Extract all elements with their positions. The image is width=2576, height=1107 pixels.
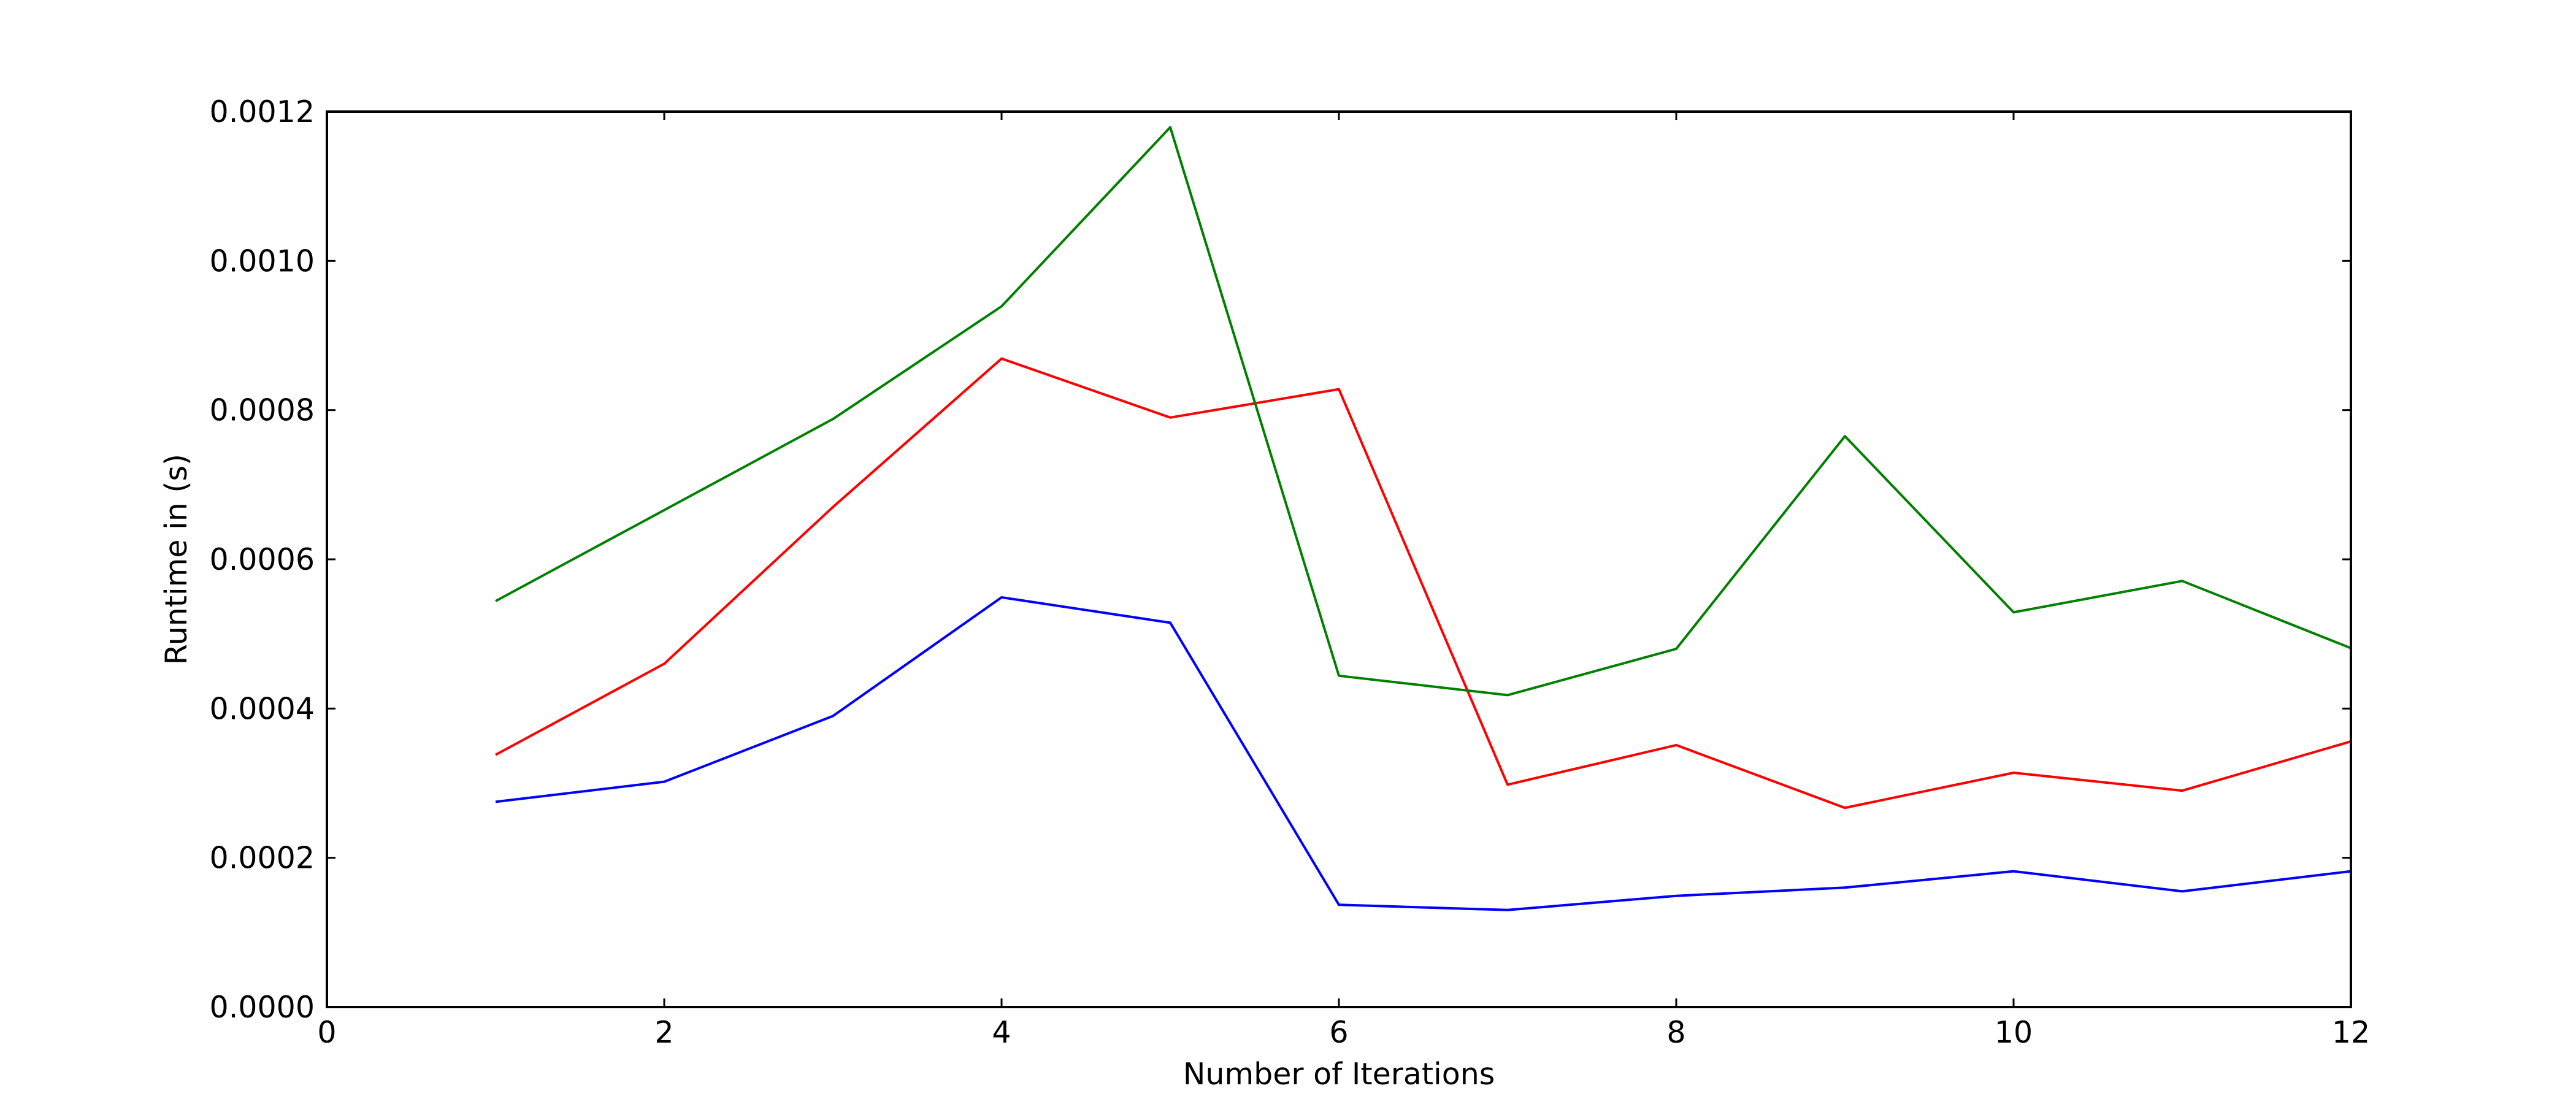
y-tick-label: 0.0010 — [210, 243, 315, 278]
x-axis-label: Number of Iterations — [1183, 1057, 1495, 1092]
x-tick-label: 8 — [1666, 1015, 1685, 1050]
plot-frame — [326, 110, 2352, 1008]
y-tick-label: 0.0000 — [210, 990, 315, 1025]
y-tick-label: 0.0006 — [210, 542, 315, 577]
y-tick-label: 0.0008 — [210, 393, 315, 428]
x-tick-label: 0 — [317, 1015, 336, 1050]
series-line-3 — [495, 126, 2352, 697]
ticks-layer: 0 2 4 6 8 10 12 0.0000 0.0002 0.0004 0.0006 0.0008 0… — [210, 94, 2371, 1050]
y-axis-label: Runtime in (s) — [159, 454, 194, 665]
x-tick-label: 12 — [2332, 1015, 2370, 1050]
y-tick-label: 0.0012 — [210, 94, 315, 129]
x-tick-label: 6 — [1329, 1015, 1348, 1050]
series-line-2 — [495, 357, 2352, 810]
series-line-1 — [495, 596, 2352, 911]
y-tick-label: 0.0002 — [210, 841, 315, 876]
y-tick-label: 0.0004 — [210, 691, 315, 726]
x-tick-label: 4 — [992, 1015, 1011, 1050]
x-tick-label: 2 — [654, 1015, 673, 1050]
series-layer — [495, 126, 2352, 911]
x-tick-label: 10 — [1995, 1015, 2033, 1050]
